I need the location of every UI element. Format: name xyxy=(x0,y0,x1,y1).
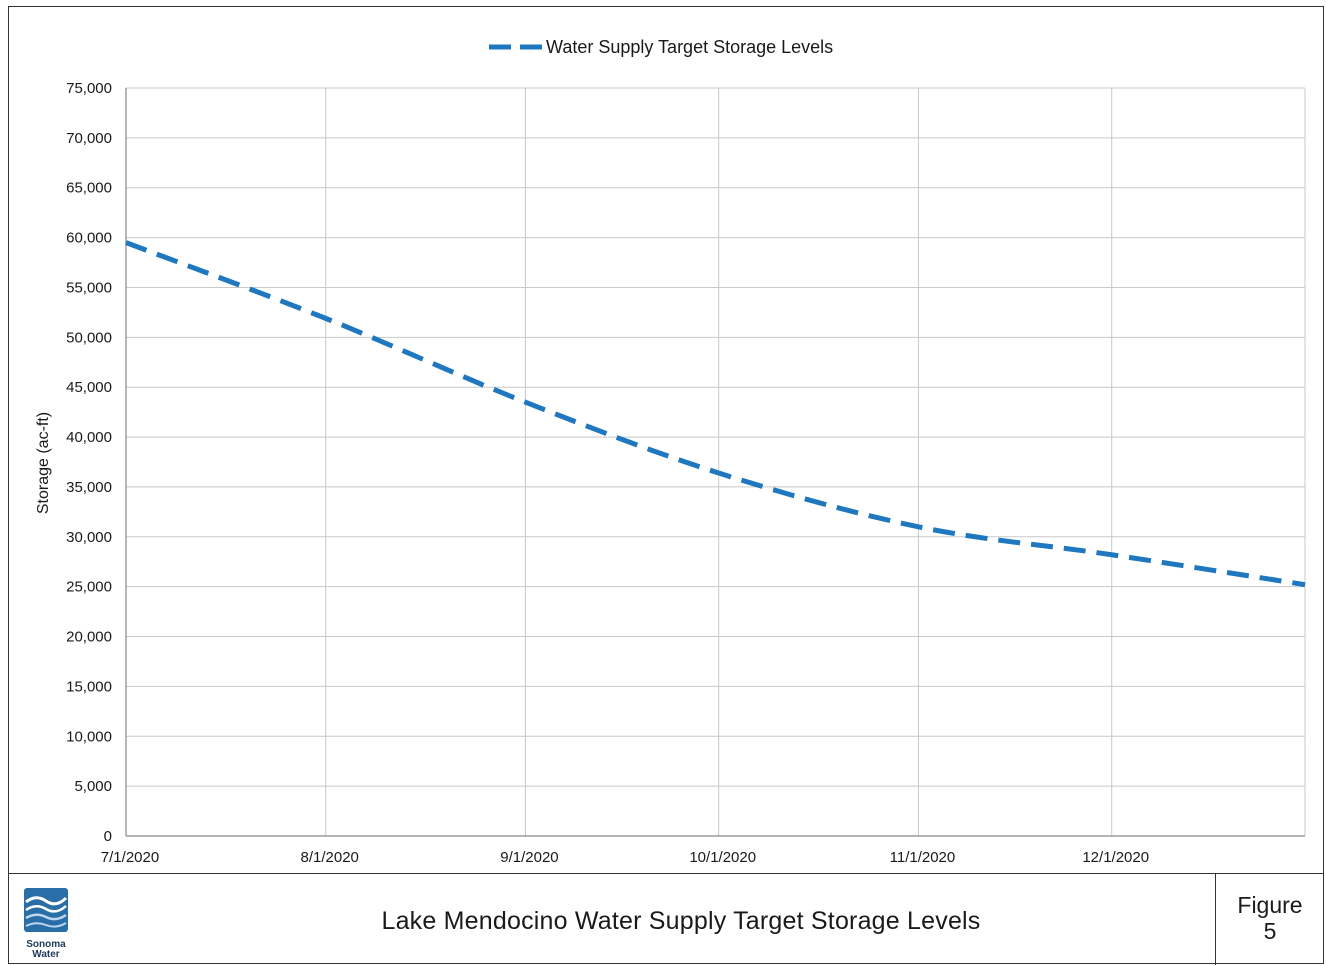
series-layer xyxy=(125,240,1306,588)
y-tick-label: 15,000 xyxy=(66,678,112,695)
y-tick-label: 25,000 xyxy=(66,579,112,596)
sonoma-water-logo: Sonoma Water xyxy=(22,888,70,960)
figure-number: 5 xyxy=(1263,918,1277,944)
y-tick-label: 10,000 xyxy=(66,728,112,745)
figure-number-box: Figure 5 xyxy=(1215,874,1324,965)
x-tick-label: 11/1/2020 xyxy=(890,849,956,866)
footer: Sonoma Water Lake Mendocino Water Supply… xyxy=(8,873,1324,965)
y-tick-label: 60,000 xyxy=(66,230,112,247)
y-tick-label: 30,000 xyxy=(66,529,112,546)
y-tick-label: 45,000 xyxy=(66,379,112,396)
x-tick-label: 12/1/2020 xyxy=(1082,849,1149,866)
y-tick-label: 35,000 xyxy=(66,479,112,496)
y-tick-label: 20,000 xyxy=(66,629,112,646)
legend-label: Water Supply Target Storage Levels xyxy=(546,37,833,57)
footer-title: Lake Mendocino Water Supply Target Stora… xyxy=(381,907,981,935)
y-axis-title: Storage (ac-ft) xyxy=(35,412,52,514)
y-tick-label: 70,000 xyxy=(66,130,112,147)
y-tick-label: 75,000 xyxy=(66,80,112,97)
y-tick-label: 55,000 xyxy=(66,279,112,296)
y-tick-label: 65,000 xyxy=(66,180,112,197)
logo-text: Sonoma Water xyxy=(22,940,70,960)
legend: Water Supply Target Storage Levels xyxy=(489,37,833,57)
logo-text-line2: Water xyxy=(32,949,60,960)
y-tick-label: 50,000 xyxy=(66,329,112,346)
x-axis-ticks: 7/1/2020 8/1/2020 9/1/2020 10/1/2020 11/1/20… xyxy=(101,849,1149,866)
x-tick-label: 9/1/2020 xyxy=(500,849,558,866)
x-tick-label: 10/1/2020 xyxy=(689,849,756,866)
series-line xyxy=(125,240,1306,588)
y-tick-label: 5,000 xyxy=(74,778,112,795)
y-tick-label: 40,000 xyxy=(66,429,112,446)
grid xyxy=(125,87,1306,837)
line-chart: 0 5,000 10,000 15,000 20,000 25,000 30,000 35,0… xyxy=(35,37,1306,866)
figure-frame xyxy=(8,6,1324,964)
logo-text-line1: Sonoma xyxy=(26,939,66,950)
y-tick-label: 0 xyxy=(104,828,112,845)
figure-label: Figure xyxy=(1237,892,1303,918)
x-tick-label: 7/1/2020 xyxy=(101,849,159,866)
x-tick-label: 8/1/2020 xyxy=(301,849,359,866)
y-axis-ticks: 0 5,000 10,000 15,000 20,000 25,000 30,000 35,0… xyxy=(66,80,112,845)
water-waves-icon xyxy=(24,888,68,932)
